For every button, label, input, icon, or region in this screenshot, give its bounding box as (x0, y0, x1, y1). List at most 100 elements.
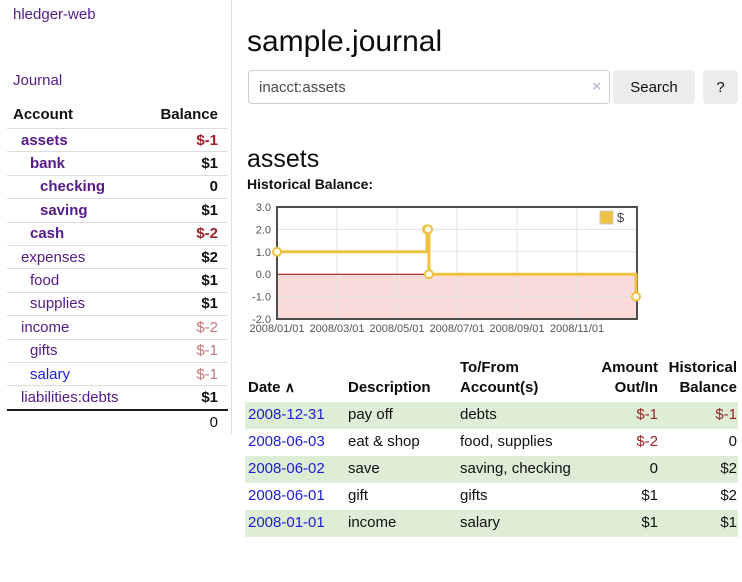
transaction-amount: 0 (581, 456, 659, 483)
svg-text:3.0: 3.0 (256, 202, 271, 214)
account-row: assets $-1 (7, 128, 228, 151)
sidebar-account-liabilities-debts[interactable]: liabilities:debts (21, 388, 119, 406)
transaction-balance: $2 (720, 487, 737, 504)
account-balance: $1 (201, 201, 218, 219)
account-heading: assets (247, 144, 320, 173)
sidebar-account-expenses[interactable]: expenses (21, 248, 86, 266)
svg-text:2.0: 2.0 (256, 224, 271, 236)
sidebar-item-journal[interactable]: Journal (13, 72, 63, 89)
brand-link[interactable]: hledger-web (13, 6, 96, 23)
accounts-table: Account Balance assets $-1 bank $1 check… (7, 106, 228, 434)
transaction-accounts: gifts (460, 487, 488, 504)
transaction-date-link[interactable]: 2008-06-03 (248, 433, 325, 450)
sidebar-account-gifts[interactable]: gifts (30, 342, 58, 360)
transaction-balance: $1 (659, 510, 738, 537)
transaction-description: pay off (345, 402, 457, 429)
sidebar-account-food[interactable]: food (30, 272, 60, 290)
search-button[interactable]: Search (613, 70, 695, 104)
page-title: sample.journal (247, 25, 443, 59)
search-box: × (248, 70, 610, 104)
account-balance: $2 (201, 248, 218, 266)
account-row: salary $-1 (7, 361, 228, 385)
transaction-description: save (345, 456, 457, 483)
register-row: 2008-12-31 pay off debts $-1 $-1 (245, 402, 738, 429)
sidebar-account-saving[interactable]: saving (40, 201, 88, 219)
transaction-accounts: saving, checking (457, 456, 581, 483)
register-col-balance: Historical Balance (668, 359, 737, 396)
accounts-table-header: Account Balance (7, 106, 228, 128)
transaction-date-link[interactable]: 2008-12-31 (248, 406, 325, 423)
account-balance: $-2 (196, 318, 218, 336)
transaction-amount: $1 (641, 487, 658, 504)
account-row: income $-2 (7, 315, 228, 338)
svg-text:2008/11/01: 2008/11/01 (550, 323, 604, 335)
chart-title: Historical Balance: (247, 176, 374, 192)
sort-asc-icon: ∧ (284, 379, 295, 395)
transaction-balance: $2 (659, 456, 738, 483)
account-row: saving $1 (7, 198, 228, 221)
sidebar-account-supplies[interactable]: supplies (30, 295, 86, 313)
register-col-description: Description (348, 379, 431, 396)
register-col-date[interactable]: Date ∧ (248, 379, 295, 396)
register-col-amount: Amount Out/In (601, 359, 658, 396)
register-row: 2008-06-01 gift gifts $1 $2 (245, 483, 738, 510)
register-row: 2008-01-01 income salary $1 $1 (245, 510, 738, 537)
transaction-amount: $-1 (581, 402, 659, 429)
transaction-balance: 0 (728, 433, 737, 450)
transaction-balance: $-1 (659, 402, 738, 429)
svg-text:0.0: 0.0 (256, 269, 271, 281)
legend-swatch (599, 210, 614, 225)
account-row: checking 0 (7, 174, 228, 198)
svg-text:-1.0: -1.0 (252, 292, 271, 304)
sidebar-account-cash[interactable]: cash (30, 225, 65, 243)
search-input[interactable] (248, 70, 610, 104)
account-row: liabilities:debts $1 (7, 385, 228, 408)
account-row: bank $1 (7, 151, 228, 174)
sidebar-account-assets[interactable]: assets (21, 131, 68, 149)
balance-chart[interactable]: 2008/01/01 2008/03/01 2008/05/01 2008/07/01… (240, 202, 742, 339)
accounts-total-value: 0 (209, 413, 218, 431)
svg-text:2008/03/01: 2008/03/01 (309, 323, 364, 335)
help-button[interactable]: ? (703, 70, 738, 104)
account-balance: 0 (209, 178, 218, 196)
register-row: 2008-06-03 eat & shop food, supplies $-2… (245, 429, 738, 456)
transaction-date-link[interactable]: 2008-06-02 (248, 460, 325, 477)
transaction-amount: $1 (581, 510, 659, 537)
sidebar-account-income[interactable]: income (21, 318, 70, 336)
legend-label: $ (617, 210, 625, 225)
account-balance: $1 (201, 272, 218, 290)
transaction-accounts: debts (457, 402, 581, 429)
account-row: food $1 (7, 268, 228, 291)
transaction-date-link[interactable]: 2008-06-01 (248, 487, 325, 504)
account-balance: $1 (201, 155, 218, 173)
svg-text:1.0: 1.0 (256, 247, 271, 259)
svg-text:2008/09/01: 2008/09/01 (489, 323, 544, 335)
sidebar: hledger-web Journal Account Balance asse… (0, 0, 231, 582)
register-row: 2008-06-02 save saving, checking 0 $2 (245, 456, 738, 483)
account-balance: $1 (201, 295, 218, 313)
account-balance: $1 (201, 388, 218, 406)
register-table: Date ∧ Description To/From Account(s) Am… (245, 356, 738, 537)
account-balance: $-1 (196, 365, 218, 383)
sidebar-divider (231, 0, 232, 435)
sidebar-account-bank[interactable]: bank (30, 155, 66, 173)
accounts-col-account: Account (13, 106, 73, 123)
transaction-date-link[interactable]: 2008-01-01 (248, 514, 325, 531)
svg-text:2008/05/01: 2008/05/01 (369, 323, 424, 335)
clear-search-icon[interactable]: × (592, 78, 601, 95)
account-row: supplies $1 (7, 291, 228, 315)
register-header-row: Date ∧ Description To/From Account(s) Am… (245, 356, 738, 402)
account-row: gifts $-1 (7, 338, 228, 362)
accounts-col-balance: Balance (160, 106, 218, 123)
transaction-accounts: salary (457, 510, 581, 537)
account-row: expenses $2 (7, 244, 228, 268)
account-balance: $-1 (196, 342, 218, 360)
svg-text:-2.0: -2.0 (252, 314, 271, 326)
svg-text:2008/07/01: 2008/07/01 (429, 323, 484, 335)
register-col-accounts: To/From Account(s) (460, 359, 539, 396)
sidebar-account-checking[interactable]: checking (40, 178, 106, 196)
account-balance: $-1 (196, 131, 218, 149)
sidebar-account-salary[interactable]: salary (30, 365, 71, 383)
transaction-description: income (345, 510, 457, 537)
transaction-amount: $-2 (636, 433, 658, 450)
